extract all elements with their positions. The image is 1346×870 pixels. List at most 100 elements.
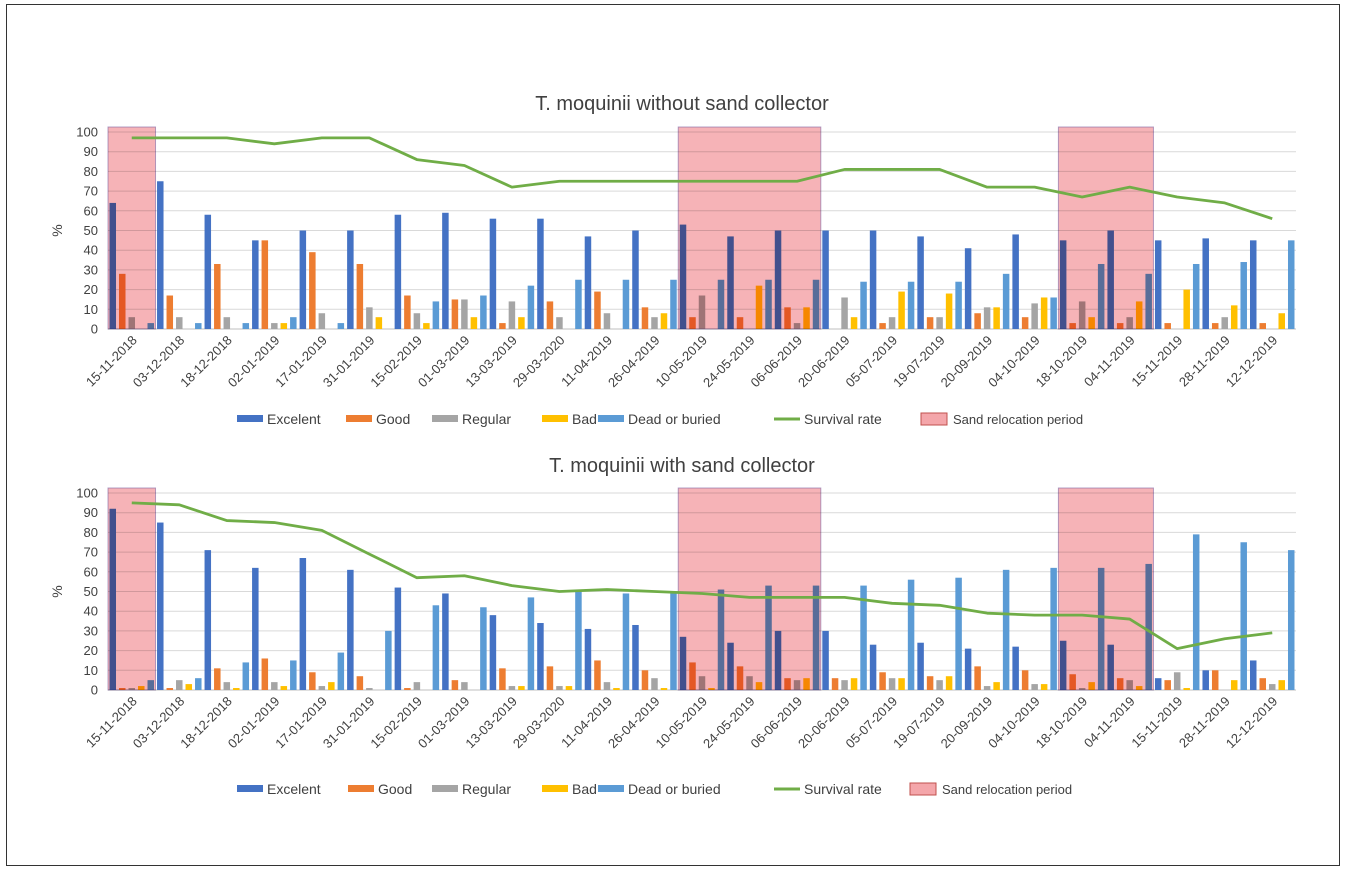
bar-good: [1259, 323, 1266, 329]
bar-excelent: [442, 593, 449, 690]
bar-regular: [223, 317, 231, 329]
y-tick-label: 60: [84, 564, 98, 579]
bar-excelent: [1154, 240, 1162, 329]
bar-bad: [518, 317, 525, 329]
bar-good: [594, 660, 601, 690]
bar-dead-or-buried: [527, 597, 535, 690]
bar-good: [1211, 670, 1219, 690]
bar-regular: [983, 686, 991, 690]
y-tick-label: 10: [84, 302, 98, 317]
legend-swatch: [598, 785, 624, 792]
legend-swatch: [432, 785, 458, 792]
bar-regular: [366, 688, 373, 690]
bar-excelent: [442, 212, 449, 329]
bar-regular: [271, 682, 278, 690]
bar-regular: [983, 307, 991, 329]
bar-regular: [461, 299, 468, 329]
legend: Excelent Good Regular Bad Dead or buried Surv…: [237, 411, 1083, 427]
legend-label: Excelent: [267, 781, 321, 797]
bar-good: [499, 668, 506, 690]
bar-regular: [888, 678, 896, 690]
bar-good: [594, 291, 601, 329]
sand-relocation-period: [107, 126, 157, 330]
legend-label: Dead or buried: [628, 781, 721, 797]
legend-label: Bad: [572, 781, 597, 797]
y-tick-label: 80: [84, 525, 98, 540]
bar-dead-or-buried: [907, 579, 915, 690]
bar-regular: [223, 682, 231, 690]
bar-regular: [556, 317, 563, 329]
bar-dead-or-buried: [1192, 534, 1200, 690]
bar-regular: [1173, 672, 1181, 690]
bar-regular: [318, 313, 326, 329]
y-tick-label: 100: [76, 125, 98, 140]
bar-dead-or-buried: [1240, 542, 1247, 690]
bar-good: [926, 317, 934, 329]
bar-good: [1259, 678, 1266, 690]
bar-excelent: [822, 230, 829, 329]
bar-bad: [613, 688, 620, 690]
bar-excelent: [869, 230, 877, 329]
bar-excelent: [157, 522, 164, 690]
bar-excelent: [869, 644, 877, 690]
bar-dead-or-buried: [860, 585, 867, 690]
legend-swatch: [432, 415, 458, 422]
x-tick-label: 12-12-2019: [1223, 333, 1281, 391]
bar-excelent: [299, 558, 307, 690]
legend-swatch: [542, 415, 568, 422]
legend-swatch: [909, 782, 937, 796]
bar-bad: [660, 688, 668, 690]
bar-excelent: [157, 181, 164, 329]
bar-good: [451, 680, 459, 690]
bar-regular: [936, 680, 943, 690]
y-tick-label: 100: [76, 486, 98, 501]
legend-swatch: [237, 785, 263, 792]
survival-rate-line: [131, 136, 1273, 221]
bar-regular: [318, 686, 326, 690]
legend-label: Good: [378, 781, 412, 797]
legend-label: Survival rate: [804, 781, 882, 797]
chart-2: T. moquinii with sand collector 0 10 20 30 40…: [49, 455, 1296, 797]
bar-dead-or-buried: [337, 323, 345, 329]
bar-dead-or-buried: [1287, 240, 1295, 329]
bar-regular: [841, 680, 848, 690]
legend-swatch: [920, 412, 948, 426]
bar-dead-or-buried: [575, 279, 582, 329]
bar-regular: [1031, 303, 1038, 329]
bar-good: [879, 323, 886, 329]
bar-bad: [850, 317, 858, 329]
bar-bad: [898, 291, 905, 329]
bar-excelent: [347, 569, 354, 690]
y-tick-label: 40: [84, 243, 98, 258]
bar-bad: [280, 686, 288, 690]
y-tick-label: 20: [84, 282, 98, 297]
bar-good: [261, 658, 269, 690]
bar-good: [641, 307, 649, 329]
sand-relocation-period: [107, 487, 157, 691]
bar-bad: [470, 317, 478, 329]
legend-swatch: [346, 415, 372, 422]
y-tick-label: 0: [91, 322, 98, 337]
bar-dead-or-buried: [385, 630, 392, 690]
bar-bad: [375, 317, 383, 329]
bar-dead-or-buried: [907, 281, 915, 329]
bar-good: [309, 672, 316, 690]
bar-dead-or-buried: [1050, 297, 1057, 329]
legend-label: Dead or buried: [628, 411, 721, 427]
bar-bad: [1183, 289, 1190, 329]
y-tick-label: 40: [84, 604, 98, 619]
bar-good: [214, 668, 221, 690]
bar-dead-or-buried: [432, 301, 440, 329]
y-tick-label: 90: [84, 505, 98, 520]
y-tick-label: 10: [84, 663, 98, 678]
x-tick-label: 29-03-2020: [510, 694, 568, 752]
bar-good: [404, 295, 411, 329]
bar-dead-or-buried: [195, 323, 202, 329]
bar-good: [356, 263, 364, 329]
bar-dead-or-buried: [670, 591, 677, 690]
bar-good: [356, 676, 364, 690]
bar-regular: [603, 313, 611, 329]
y-tick-label: 20: [84, 643, 98, 658]
legend-label: Regular: [462, 411, 511, 427]
bar-bad: [233, 688, 240, 690]
